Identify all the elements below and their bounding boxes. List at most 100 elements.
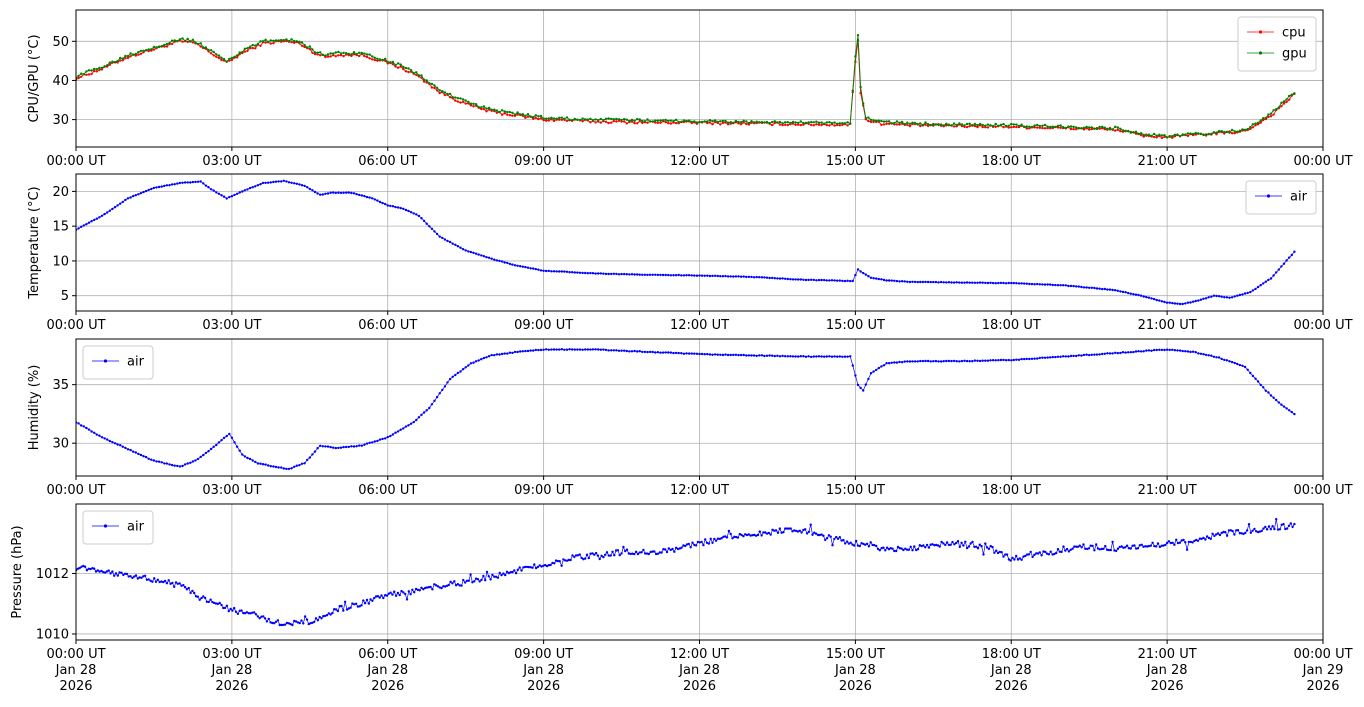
- series-cpu-point: [869, 120, 873, 124]
- series-gpu-point: [1259, 119, 1262, 122]
- series-air-point: [316, 192, 319, 195]
- series-air-point: [178, 582, 181, 585]
- legend-marker: [1266, 194, 1271, 198]
- series-gpu-point: [573, 117, 576, 121]
- series-air-point: [1251, 529, 1254, 532]
- series-air-point: [1156, 542, 1160, 545]
- legend: air: [82, 345, 154, 380]
- series-gpu-point: [880, 119, 883, 123]
- series-gpu-point: [617, 118, 621, 121]
- series-air-point: [502, 572, 505, 575]
- series-cpu-point: [181, 40, 184, 43]
- series-air-point: [924, 546, 927, 549]
- series-cpu-point: [290, 40, 293, 44]
- series-air-point: [597, 272, 600, 275]
- x-tick-label: 03:00 UT: [202, 483, 261, 498]
- series-air-point: [898, 280, 901, 283]
- series-air-point: [347, 607, 350, 610]
- y-tick-label: 1010: [36, 627, 69, 642]
- series-air-point: [1233, 361, 1236, 365]
- series-gpu-point: [747, 121, 751, 125]
- series-air-point: [1264, 389, 1268, 392]
- series-air-point: [1229, 529, 1233, 532]
- series-air-point: [319, 193, 322, 196]
- series-gpu-point: [1282, 100, 1286, 103]
- series-air-point: [476, 578, 480, 581]
- series-air-point: [871, 543, 874, 547]
- series-air-point: [817, 355, 821, 358]
- series-cpu-point: [85, 73, 88, 77]
- series-cpu-point: [612, 119, 615, 123]
- series-air-point: [241, 453, 244, 456]
- series-cpu-point: [165, 45, 169, 48]
- series-air-point: [1033, 553, 1036, 556]
- series-air-point: [769, 533, 772, 536]
- series-air-point: [220, 194, 223, 197]
- series-air-point: [945, 281, 948, 284]
- series-gpu-point: [1129, 131, 1133, 134]
- series-cpu-point: [599, 121, 602, 124]
- series-air-point: [1280, 403, 1283, 406]
- series-air-point: [617, 349, 621, 352]
- x-tick-label: 21:00 UT: [1138, 318, 1197, 333]
- series-cpu-point: [373, 58, 376, 62]
- series-air-point: [640, 551, 643, 554]
- series-air-point: [630, 350, 634, 353]
- series-air-point: [371, 441, 374, 444]
- series-air-point: [864, 543, 867, 546]
- series-gpu-point: [955, 123, 958, 127]
- series-air-point: [309, 622, 312, 625]
- series-air-point: [126, 197, 130, 200]
- series-air-point: [132, 194, 135, 198]
- series-air-point: [1236, 529, 1240, 532]
- series-gpu-point: [1204, 133, 1208, 136]
- series-air-point: [332, 446, 335, 449]
- series-air-point: [129, 448, 132, 452]
- series-gpu-point: [513, 113, 517, 116]
- series-air-point: [624, 549, 627, 553]
- series-air-point: [628, 273, 631, 276]
- series-air-point: [685, 543, 689, 546]
- series-cpu-point: [794, 123, 797, 127]
- series-gpu-point: [991, 124, 995, 128]
- series-air-point: [542, 564, 545, 567]
- series-air-point: [458, 584, 461, 587]
- series-air-point: [174, 581, 178, 584]
- series-gpu-point: [1275, 108, 1278, 111]
- series-air-point: [641, 273, 644, 276]
- series-gpu-point: [1233, 130, 1236, 133]
- series-air-point: [978, 281, 982, 284]
- series-cpu-point: [526, 115, 530, 118]
- series-cpu-point: [511, 114, 514, 117]
- series-air-point: [1007, 358, 1010, 362]
- series-air-point: [920, 544, 923, 548]
- series-gpu-point: [474, 103, 478, 106]
- series-cpu-point: [815, 123, 818, 126]
- series-air-point: [682, 544, 685, 547]
- series-air-point: [220, 439, 223, 442]
- series-air-point: [303, 184, 306, 188]
- series-air-point: [1018, 557, 1021, 560]
- series-gpu-point: [672, 120, 675, 123]
- series-air-point: [485, 356, 488, 359]
- series-air-point: [217, 441, 221, 444]
- series-air-point: [520, 569, 523, 572]
- series-gpu-point: [1103, 126, 1107, 129]
- series-air-point: [238, 449, 241, 452]
- series-gpu-point: [698, 121, 701, 124]
- series-air-point: [824, 538, 827, 542]
- series-air-point: [241, 190, 244, 193]
- series-air-point: [1075, 285, 1078, 288]
- series-air-point: [1262, 386, 1265, 389]
- series-air-point: [1217, 356, 1221, 359]
- series-gpu-point: [1119, 127, 1122, 130]
- series-air-point: [1285, 527, 1289, 530]
- series-air-point: [506, 261, 509, 265]
- series-air-point: [1106, 288, 1109, 291]
- series-air-point: [926, 280, 930, 284]
- x-tick-label-year: 2026: [527, 679, 560, 694]
- series-gpu-point: [152, 45, 156, 49]
- series-air-point: [303, 462, 306, 465]
- series-air-point: [261, 181, 265, 185]
- series-air-point: [1036, 357, 1039, 360]
